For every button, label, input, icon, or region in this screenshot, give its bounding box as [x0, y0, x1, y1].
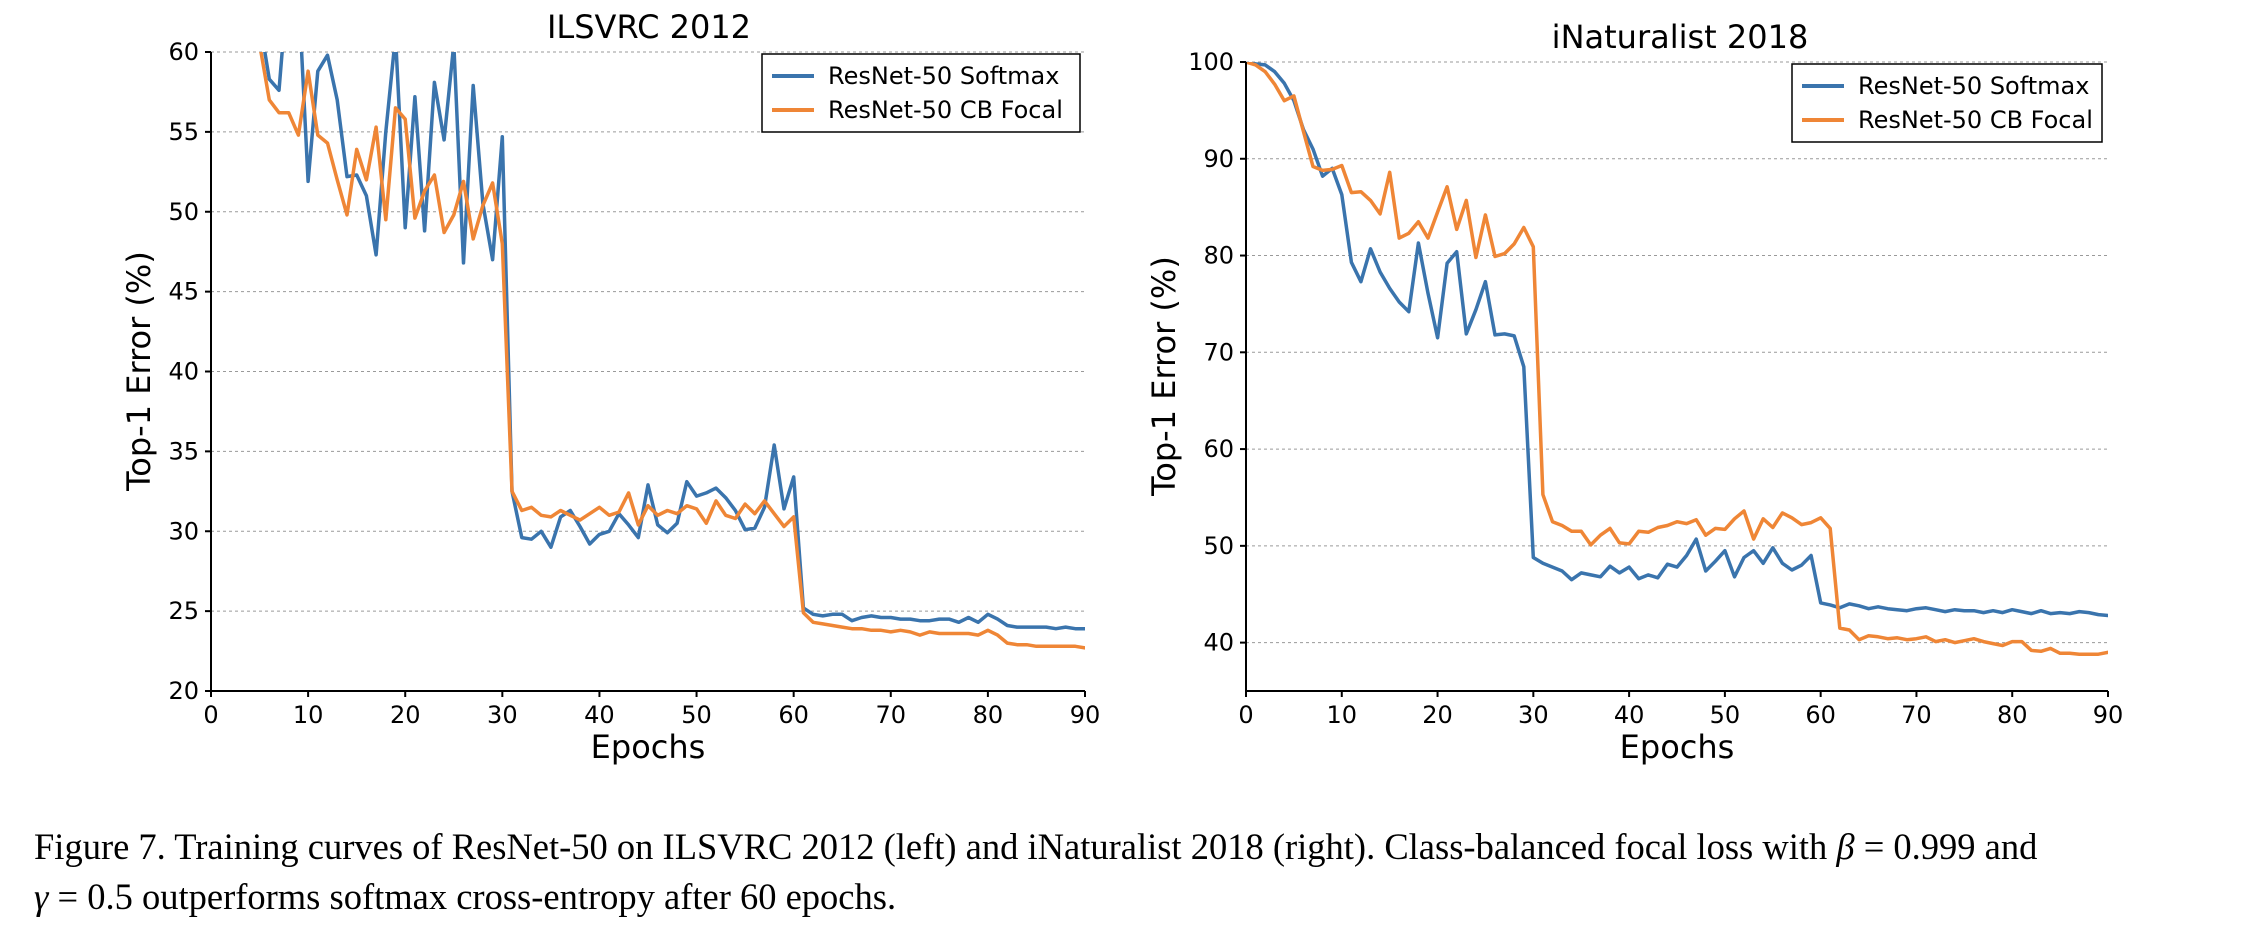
x-axis-label: Epochs — [1620, 728, 1735, 766]
y-tick-label: 90 — [1203, 145, 1234, 173]
x-tick-label: 40 — [584, 701, 615, 729]
x-tick-label: 40 — [1614, 701, 1645, 729]
legend: ResNet-50 Softmax ResNet-50 CB Focal — [1791, 63, 2103, 143]
y-tick-label: 40 — [1203, 629, 1234, 657]
y-tick-label: 40 — [168, 358, 199, 386]
legend-box — [1791, 63, 2103, 143]
x-tick-label: 90 — [2093, 701, 2124, 729]
y-tick-label: 20 — [168, 677, 199, 705]
series-line-cb-focal — [1246, 62, 2108, 656]
caption-line-1: Figure 7. Training curves of ResNet-50 o… — [34, 822, 2224, 872]
x-tick-label: 10 — [293, 701, 324, 729]
legend: ResNet-50 Softmax ResNet-50 CB Focal — [761, 53, 1081, 133]
series-layer — [259, 52, 1085, 650]
x-tick-label: 70 — [1901, 701, 1932, 729]
beta-symbol: β — [1836, 826, 1855, 867]
x-tick-label: 30 — [1518, 701, 1549, 729]
y-tick-label: 100 — [1188, 48, 1234, 76]
caption-text-1a: Figure 7. Training curves of ResNet-50 o… — [34, 826, 1837, 867]
ilsvrc-chart: ILSVRC 2012 20 25 30 35 40 45 50 55 60 0 10 20 30 40 5… — [120, 8, 1100, 766]
x-tick-label: 30 — [487, 701, 518, 729]
legend-box — [761, 53, 1081, 133]
caption-text-1b: = 0.999 and — [1854, 826, 2038, 867]
chart-title: ILSVRC 2012 — [547, 8, 751, 46]
x-tick-label: 60 — [1805, 701, 1836, 729]
y-tick-label: 60 — [168, 38, 199, 66]
x-tick-label: 80 — [973, 701, 1004, 729]
x-tick-label: 50 — [681, 701, 712, 729]
y-tick-label: 25 — [168, 597, 199, 625]
x-tick-label: 0 — [1238, 701, 1253, 729]
legend-label: ResNet-50 Softmax — [828, 62, 1059, 90]
legend-label: ResNet-50 CB Focal — [1858, 106, 2093, 134]
y-tick-label: 50 — [168, 198, 199, 226]
x-tick-label: 10 — [1327, 701, 1358, 729]
series-line-softmax — [1246, 62, 2108, 618]
x-tick-label: 70 — [876, 701, 907, 729]
chart-title: iNaturalist 2018 — [1552, 18, 1809, 56]
gridlines — [1246, 61, 2108, 644]
x-tick-label: 20 — [1422, 701, 1453, 729]
y-tick-label: 55 — [168, 118, 199, 146]
y-tick-label: 45 — [168, 278, 199, 306]
x-tick-label: 90 — [1070, 701, 1101, 729]
series-line-softmax — [263, 52, 1085, 631]
y-axis-label: Top-1 Error (%) — [1145, 256, 1183, 497]
y-axis-label: Top-1 Error (%) — [120, 251, 158, 492]
x-tick-label: 50 — [1710, 701, 1741, 729]
y-tick-label: 35 — [168, 437, 199, 465]
figure-caption: Figure 7. Training curves of ResNet-50 o… — [34, 822, 2224, 922]
series-layer — [1246, 62, 2108, 656]
x-tick-label: 0 — [203, 701, 218, 729]
y-tick-label: 60 — [1203, 435, 1234, 463]
y-tick-label: 70 — [1203, 338, 1234, 366]
x-tick-label: 80 — [1997, 701, 2028, 729]
gamma-symbol: γ — [34, 876, 49, 917]
legend-label: ResNet-50 Softmax — [1858, 72, 2089, 100]
caption-line-2: γ = 0.5 outperforms softmax cross-entrop… — [34, 872, 2224, 922]
y-tick-label: 80 — [1203, 242, 1234, 270]
ticks: 20 25 30 35 40 45 50 55 60 0 10 20 30 40 50 60 70 80 90 — [168, 38, 1100, 729]
x-tick-label: 60 — [778, 701, 809, 729]
y-tick-label: 50 — [1203, 532, 1234, 560]
series-line-cb-focal — [259, 52, 1085, 650]
x-tick-label: 20 — [390, 701, 421, 729]
legend-label: ResNet-50 CB Focal — [828, 96, 1063, 124]
x-axis-label: Epochs — [591, 728, 706, 766]
caption-text-2: = 0.5 outperforms softmax cross-entropy … — [48, 876, 897, 917]
ticks: 40 50 60 70 80 90 100 0 10 20 30 40 50 60 70 80 90 — [1188, 48, 2123, 729]
y-tick-label: 30 — [168, 517, 199, 545]
